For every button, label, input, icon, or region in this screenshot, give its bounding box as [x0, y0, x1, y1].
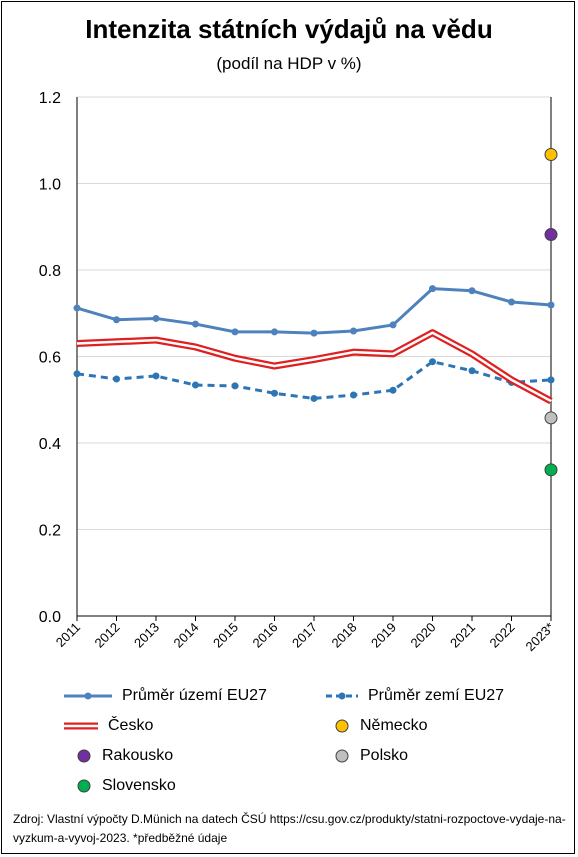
- x-tick-label: 2023*: [522, 620, 557, 655]
- legend-item-czech: Česko: [62, 717, 153, 735]
- series-1-point: [113, 375, 120, 383]
- legend-label-austria: Rakousko: [102, 747, 174, 764]
- point-německo: [544, 148, 558, 162]
- series-1-point: [231, 382, 239, 390]
- y-tick-label: 0.8: [39, 263, 61, 280]
- x-tick-label: 2018: [329, 620, 360, 651]
- point-slovensko: [544, 463, 558, 477]
- x-tick-label: 2014: [171, 620, 202, 651]
- legend-label-germany: Německo: [360, 717, 428, 734]
- y-tick-label: 0.2: [39, 523, 61, 540]
- x-tick-label: 2021: [447, 620, 478, 651]
- series-1-point: [152, 372, 160, 380]
- series-0-point: [310, 329, 318, 337]
- legend-marker-slovakia: [77, 779, 91, 793]
- x-tick-label: 2019: [368, 620, 399, 651]
- legend-item-austria: Rakousko: [74, 747, 173, 765]
- x-tick-label: 2015: [210, 620, 241, 651]
- series-0-point: [113, 316, 120, 324]
- series-1-point: [73, 370, 81, 378]
- series-2-line-inner: [76, 331, 552, 403]
- legend-label-slovakia: Slovensko: [102, 777, 176, 794]
- series-0-point: [271, 328, 278, 336]
- point-rakousko: [544, 228, 558, 242]
- x-tick-label: 2013: [131, 620, 162, 651]
- series-1-point: [389, 386, 397, 394]
- series-1-point: [192, 381, 199, 389]
- series-1-line: [76, 360, 552, 400]
- legend-label-eu-territory: Průměr území EU27: [122, 687, 267, 704]
- series-0-point: [192, 320, 199, 328]
- chart-subtitle: (podíl na HDP v %): [216, 54, 362, 73]
- series-0-point: [429, 285, 436, 293]
- legend-item-poland: Polsko: [332, 747, 408, 765]
- legend-item-eu-territory: Průměr území EU27: [62, 687, 267, 705]
- y-tick-label: 1.2: [39, 90, 61, 107]
- legend-item-slovakia: Slovensko: [74, 777, 176, 795]
- series-0-point: [389, 321, 397, 329]
- series-0-point: [73, 304, 81, 312]
- series-2-line-outer: [76, 329, 553, 405]
- series-0-line: [76, 287, 552, 335]
- legend-label-poland: Polsko: [360, 747, 409, 764]
- y-tick-label: 1.0: [39, 177, 61, 194]
- series-1-point: [271, 389, 278, 397]
- legend-marker-poland: [335, 749, 349, 763]
- x-tick-label: 2017: [289, 620, 320, 651]
- x-tick-label: 2022: [487, 620, 518, 651]
- x-tick-label: 2020: [408, 620, 439, 651]
- x-tick-label: 2012: [92, 620, 123, 651]
- legend-item-germany: Německo: [332, 717, 428, 735]
- series-0-point: [547, 301, 555, 309]
- series-0-point: [231, 328, 239, 336]
- x-tick-label: 2016: [250, 620, 281, 651]
- series-0-point: [350, 327, 357, 335]
- legend-swatch-czech: [64, 722, 98, 730]
- legend-label-eu-countries: Průměr zemí EU27: [368, 687, 505, 704]
- series-1-point: [310, 394, 318, 402]
- series-1-point: [547, 376, 555, 384]
- legend-label-czech: Česko: [108, 717, 154, 734]
- series-1-point: [468, 367, 476, 375]
- y-tick-label: 0.6: [39, 350, 61, 367]
- y-tick-label: 0.0: [39, 609, 61, 626]
- chart-title: Intenzita státních výdajů na vědu: [85, 14, 493, 44]
- source-note: Zdroj: Vlastní výpočty D.Münich na datec…: [13, 812, 566, 845]
- series-0-point: [508, 298, 515, 306]
- legend-marker-germany: [335, 719, 349, 733]
- series-1-point: [429, 358, 436, 366]
- legend-swatch-eu-countries: [326, 692, 358, 700]
- legend-swatch-eu-territory: [64, 692, 112, 700]
- legend-item-eu-countries: Průměr zemí EU27: [324, 687, 504, 705]
- series-0-point: [468, 287, 476, 295]
- legend-marker-austria: [77, 749, 91, 763]
- y-tick-label: 0.4: [39, 436, 61, 453]
- point-polsko: [544, 411, 558, 425]
- series-1-point: [350, 391, 357, 399]
- series-0-point: [152, 314, 160, 322]
